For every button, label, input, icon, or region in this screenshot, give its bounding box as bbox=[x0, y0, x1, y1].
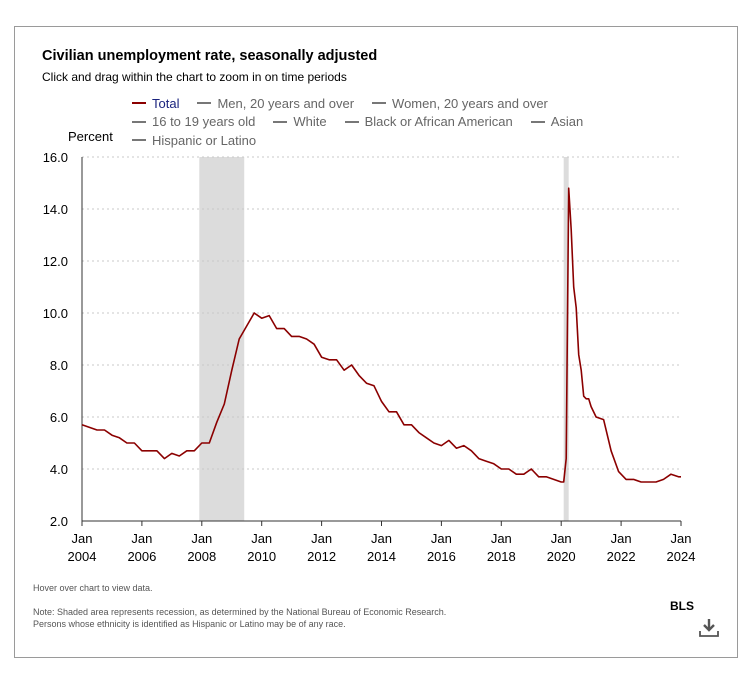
legend-swatch bbox=[132, 139, 146, 141]
legend-item-6[interactable]: Asian bbox=[530, 114, 584, 129]
y-axis-label: Percent bbox=[68, 129, 113, 144]
x-tick-year-1: 2006 bbox=[127, 549, 156, 564]
legend-swatch bbox=[344, 120, 359, 123]
y-tick-label-4: 10.0 bbox=[43, 306, 68, 321]
x-tick-month-1: Jan bbox=[131, 531, 152, 546]
x-tick-month-3: Jan bbox=[251, 531, 272, 546]
recession-band-0 bbox=[199, 157, 245, 521]
legend-swatch bbox=[530, 120, 545, 123]
x-tick-month-8: Jan bbox=[551, 531, 572, 546]
x-tick-year-0: 2004 bbox=[68, 549, 97, 564]
y-tick-label-7: 16.0 bbox=[43, 150, 68, 165]
legend-item-7[interactable]: Hispanic or Latino bbox=[132, 133, 256, 148]
x-tick-year-6: 2016 bbox=[427, 549, 456, 564]
series-line-0 bbox=[81, 187, 681, 483]
x-tick-month-7: Jan bbox=[491, 531, 512, 546]
chart-subtitle: Click and drag within the chart to zoom … bbox=[42, 70, 347, 84]
legend-label: 16 to 19 years old bbox=[152, 114, 256, 129]
legend-item-5[interactable]: Black or African American bbox=[344, 114, 513, 129]
source-label: BLS bbox=[670, 599, 694, 613]
x-tick-year-5: 2014 bbox=[367, 549, 396, 564]
x-tick-year-8: 2020 bbox=[547, 549, 576, 564]
legend-item-1[interactable]: Men, 20 years and over bbox=[197, 96, 354, 111]
x-tick-year-7: 2018 bbox=[487, 549, 516, 564]
x-tick-year-2: 2008 bbox=[187, 549, 216, 564]
x-tick-year-9: 2022 bbox=[607, 549, 636, 564]
chart-legend: Total Men, 20 years and over Women, 20 yea… bbox=[132, 92, 672, 148]
y-tick-label-5: 12.0 bbox=[43, 254, 68, 269]
recession-band-1 bbox=[563, 157, 569, 521]
x-tick-year-3: 2010 bbox=[247, 549, 276, 564]
download-icon[interactable] bbox=[698, 616, 720, 638]
legend-label: Men, 20 years and over bbox=[217, 95, 355, 111]
line-chart[interactable]: 2.0 4.0 6.0 8.0 10.0 12.0 14.0 16.0 Jan 2004 Jan 20… bbox=[0, 0, 748, 580]
x-tick-month-0: Jan bbox=[72, 531, 93, 546]
x-tick-month-4: Jan bbox=[311, 531, 332, 546]
legend-swatch bbox=[372, 102, 387, 104]
legend-label: Total bbox=[152, 95, 180, 111]
y-tick-label-3: 8.0 bbox=[50, 358, 68, 373]
y-tick-label-0: 2.0 bbox=[50, 514, 68, 529]
legend-swatch bbox=[273, 120, 288, 123]
note-line-2: Persons whose ethnicity is identified as… bbox=[33, 619, 346, 629]
x-tick-month-10: Jan bbox=[671, 531, 692, 546]
x-tick-year-4: 2012 bbox=[307, 549, 336, 564]
legend-label: White bbox=[293, 114, 327, 129]
legend-swatch bbox=[132, 120, 146, 123]
legend-swatch bbox=[132, 102, 146, 104]
chart-note: Note: Shaded area represents recession, … bbox=[33, 606, 446, 630]
x-tick-month-2: Jan bbox=[191, 531, 212, 546]
chart-title: Civilian unemployment rate, seasonally a… bbox=[42, 48, 378, 64]
legend-label: Hispanic or Latino bbox=[152, 132, 257, 148]
y-tick-label-6: 14.0 bbox=[43, 202, 68, 217]
legend-label: Asian bbox=[550, 114, 584, 129]
legend-item-3[interactable]: 16 to 19 years old bbox=[132, 114, 255, 129]
x-tick-month-5: Jan bbox=[371, 531, 392, 546]
legend-swatch bbox=[197, 102, 212, 104]
legend-label: Black or African American bbox=[364, 114, 513, 129]
hover-hint: Hover over chart to view data. bbox=[33, 583, 153, 593]
note-line-1: Note: Shaded area represents recession, … bbox=[33, 607, 447, 617]
legend-item-0[interactable]: Total bbox=[132, 96, 179, 111]
legend-item-4[interactable]: White bbox=[273, 114, 327, 129]
x-tick-month-6: Jan bbox=[431, 531, 452, 546]
legend-item-2[interactable]: Women, 20 years and over bbox=[372, 96, 548, 111]
x-tick-month-9: Jan bbox=[611, 531, 632, 546]
legend-label: Women, 20 years and over bbox=[392, 95, 548, 111]
chart-frame bbox=[14, 26, 738, 658]
x-tick-year-10: 2024 bbox=[667, 549, 696, 564]
y-tick-label-2: 6.0 bbox=[50, 410, 68, 425]
y-tick-label-1: 4.0 bbox=[50, 462, 68, 477]
